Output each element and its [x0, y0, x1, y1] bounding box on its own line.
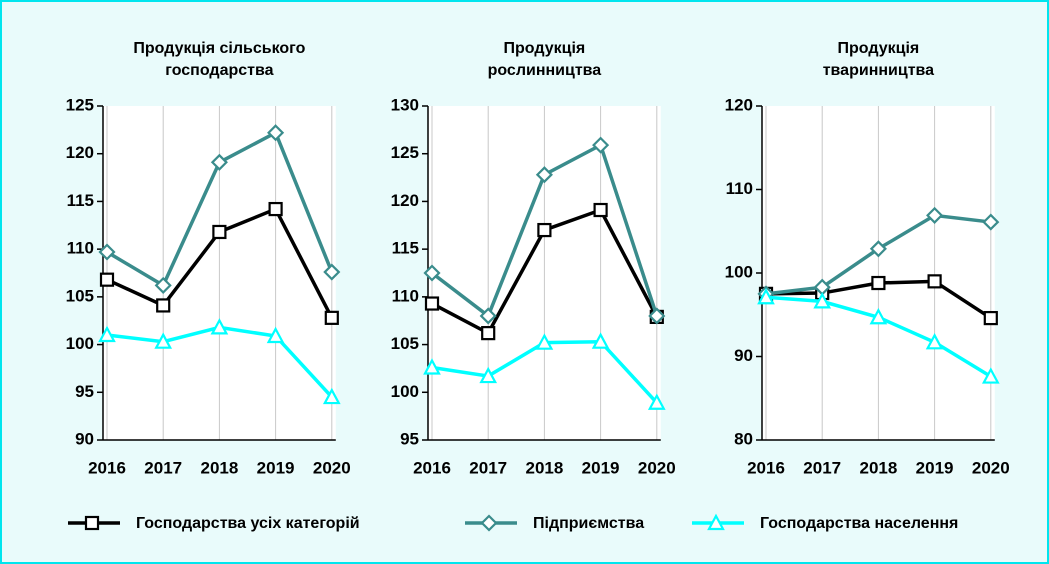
- x-tick-label: 2017: [144, 458, 182, 477]
- marker: [479, 366, 498, 384]
- y-tick-label: 120: [66, 143, 94, 162]
- marker: [535, 166, 553, 184]
- marker: [537, 222, 552, 238]
- marker: [981, 367, 1000, 384]
- y-tick-label: 120: [391, 191, 419, 210]
- legend-marker: [84, 515, 100, 531]
- legend-label: Господарства населення: [760, 515, 958, 532]
- marker: [267, 124, 285, 142]
- marker: [647, 393, 666, 410]
- marker: [99, 272, 115, 287]
- marker: [869, 240, 887, 258]
- x-tick-label: 2019: [582, 458, 620, 477]
- marker: [268, 201, 283, 217]
- marker: [591, 332, 610, 349]
- marker: [210, 153, 228, 171]
- legend-label: Господарства усіх категорій: [136, 515, 360, 532]
- marker: [757, 287, 775, 305]
- marker: [927, 274, 942, 289]
- marker: [423, 264, 441, 282]
- marker: [212, 224, 227, 240]
- x-tick-label: 2017: [469, 458, 507, 477]
- x-tick-label: 2020: [313, 458, 351, 477]
- y-tick-label: 95: [75, 382, 94, 401]
- x-tick-label: 2019: [916, 458, 954, 477]
- marker: [535, 333, 554, 350]
- marker: [324, 310, 339, 325]
- marker: [98, 243, 116, 261]
- y-tick-label: 110: [67, 239, 94, 258]
- y-tick-label: 130: [391, 95, 419, 114]
- marker: [592, 136, 610, 154]
- y-tick-label: 100: [725, 262, 753, 281]
- x-tick-label: 2016: [413, 458, 451, 477]
- y-tick-label: 110: [392, 286, 419, 305]
- x-tick-label: 2016: [747, 458, 785, 477]
- marker: [925, 332, 944, 350]
- x-tick-label: 2018: [525, 458, 563, 477]
- y-tick-label: 110: [726, 179, 753, 198]
- y-tick-label: 105: [66, 286, 94, 305]
- marker: [648, 307, 666, 325]
- y-tick-label: 125: [391, 143, 419, 162]
- legend-label: Підприємства: [533, 515, 644, 532]
- marker: [869, 307, 888, 325]
- marker: [813, 292, 832, 309]
- y-tick-label: 115: [67, 191, 94, 210]
- y-tick-label: 105: [391, 334, 419, 353]
- marker: [154, 332, 173, 349]
- marker: [926, 206, 944, 224]
- marker: [593, 202, 608, 218]
- marker: [323, 263, 341, 281]
- x-tick-label: 2017: [803, 458, 841, 477]
- marker: [871, 275, 886, 291]
- y-tick-label: 115: [392, 239, 419, 258]
- chart-title: Продукція сільського господарства: [133, 40, 306, 79]
- y-tick-label: 80: [734, 429, 753, 448]
- y-tick-label: 95: [400, 429, 419, 448]
- x-tick-label: 2020: [972, 458, 1010, 477]
- y-tick-label: 90: [75, 429, 94, 448]
- y-tick-label: 100: [391, 382, 419, 401]
- marker: [983, 310, 998, 326]
- marker: [481, 326, 496, 341]
- x-tick-label: 2016: [88, 458, 126, 477]
- y-tick-label: 125: [66, 95, 94, 114]
- marker: [266, 326, 285, 344]
- marker: [210, 318, 229, 335]
- chart-title: Продукція тваринництва: [822, 40, 935, 79]
- legend-marker: [707, 513, 725, 531]
- x-tick-label: 2020: [638, 458, 676, 477]
- chart-title: Продукція рослинництва: [487, 40, 602, 79]
- marker: [423, 358, 441, 375]
- marker: [156, 298, 171, 313]
- x-tick-label: 2019: [257, 458, 295, 477]
- marker: [982, 213, 1000, 231]
- marker: [479, 307, 497, 325]
- marker: [424, 296, 440, 311]
- marker: [98, 325, 116, 343]
- x-tick-label: 2018: [859, 458, 897, 477]
- marker: [322, 387, 341, 405]
- y-tick-label: 100: [66, 334, 94, 353]
- y-tick-label: 90: [734, 346, 753, 365]
- x-tick-label: 2018: [200, 458, 238, 477]
- marker: [154, 276, 172, 294]
- y-tick-label: 120: [725, 95, 753, 114]
- legend-marker: [480, 514, 498, 532]
